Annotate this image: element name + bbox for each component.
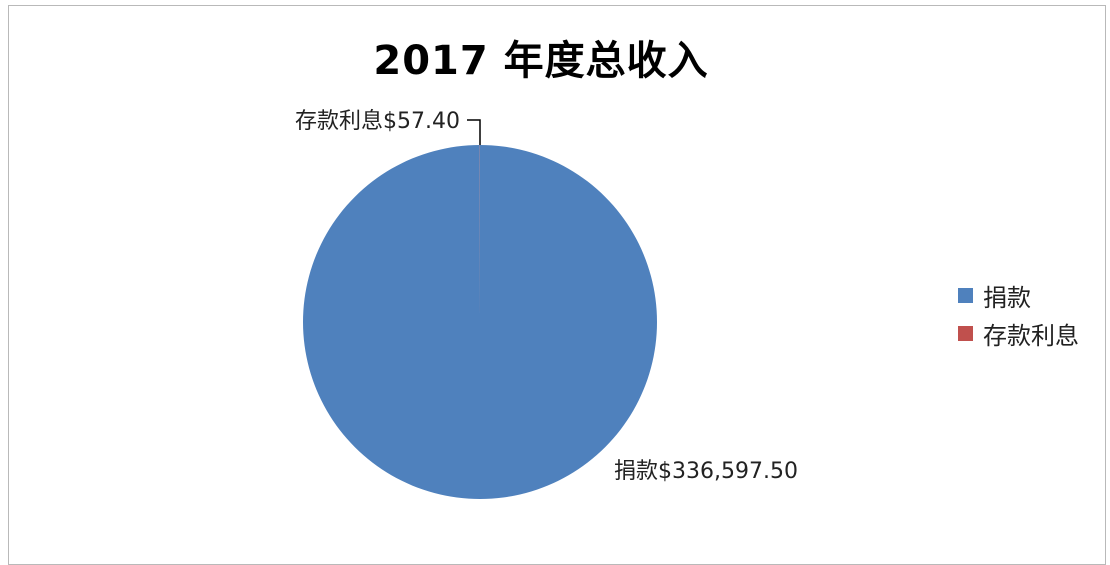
legend-item-interest: 存款利息: [958, 314, 1079, 352]
leader-line-interest: [467, 120, 480, 145]
data-label-interest: 存款利息$57.40: [295, 109, 460, 134]
legend-swatch-interest: [958, 326, 973, 341]
legend-swatch-donations: [958, 288, 973, 303]
pie-slice-donations: [303, 145, 657, 499]
legend-label-donations: 捐款: [983, 278, 1031, 313]
legend: 捐款 存款利息: [958, 276, 1079, 352]
legend-item-donations: 捐款: [958, 276, 1079, 314]
legend-label-interest: 存款利息: [983, 316, 1079, 351]
pie-chart: 捐款$336,597.50 存款利息$57.40: [0, 0, 1110, 549]
data-label-donations: 捐款$336,597.50: [614, 459, 798, 484]
